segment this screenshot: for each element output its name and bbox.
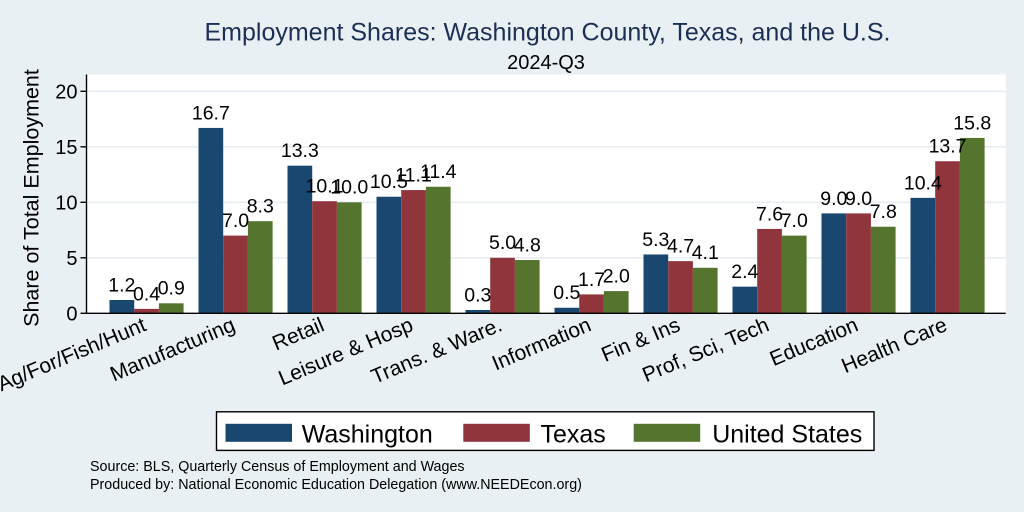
svg-text:15: 15 (55, 137, 77, 159)
svg-text:0.9: 0.9 (158, 278, 185, 300)
svg-text:Source: BLS, Quarterly Census: Source: BLS, Quarterly Census of Employm… (90, 459, 465, 475)
svg-text:10.4: 10.4 (904, 172, 942, 194)
svg-text:0.5: 0.5 (553, 282, 580, 304)
svg-text:0: 0 (66, 304, 77, 326)
svg-text:10: 10 (55, 193, 77, 215)
svg-text:11.1: 11.1 (395, 164, 432, 186)
svg-text:5.3: 5.3 (642, 229, 669, 251)
svg-text:United States: United States (712, 421, 862, 449)
svg-text:Washington: Washington (302, 421, 433, 449)
svg-text:1.2: 1.2 (108, 274, 135, 296)
svg-text:0.3: 0.3 (464, 284, 491, 306)
svg-text:Share of Total Employment: Share of Total Employment (20, 69, 44, 327)
svg-text:1.7: 1.7 (578, 269, 605, 291)
svg-text:15.8: 15.8 (953, 112, 991, 134)
svg-text:20: 20 (55, 82, 77, 104)
svg-text:2024-Q3: 2024-Q3 (507, 52, 585, 74)
svg-text:Texas: Texas (541, 421, 606, 449)
svg-text:9.0: 9.0 (845, 188, 872, 210)
svg-text:4.7: 4.7 (667, 236, 694, 258)
svg-text:0.4: 0.4 (133, 283, 160, 305)
svg-text:8.3: 8.3 (247, 196, 274, 218)
svg-text:4.1: 4.1 (692, 242, 719, 264)
svg-text:2.4: 2.4 (731, 261, 758, 283)
svg-text:Produced by: National Economic: Produced by: National Economic Education… (90, 477, 582, 493)
svg-text:Employment Shares: Washington: Employment Shares: Washington County, Te… (205, 19, 891, 47)
svg-text:7.6: 7.6 (756, 203, 783, 225)
svg-text:4.8: 4.8 (514, 234, 541, 256)
svg-text:5: 5 (66, 248, 77, 270)
svg-text:16.7: 16.7 (192, 102, 230, 124)
svg-text:11.4: 11.4 (420, 161, 457, 183)
svg-text:9.0: 9.0 (820, 188, 847, 210)
svg-text:10.5: 10.5 (370, 171, 408, 193)
svg-text:7.0: 7.0 (222, 210, 249, 232)
svg-text:13.3: 13.3 (281, 140, 319, 162)
svg-text:7.0: 7.0 (781, 210, 808, 232)
svg-text:10.0: 10.0 (330, 177, 368, 199)
svg-text:13.7: 13.7 (929, 136, 967, 158)
svg-text:7.8: 7.8 (870, 201, 897, 223)
svg-text:5.0: 5.0 (489, 232, 516, 254)
svg-text:2.0: 2.0 (603, 266, 630, 288)
svg-text:10.1: 10.1 (306, 176, 344, 198)
